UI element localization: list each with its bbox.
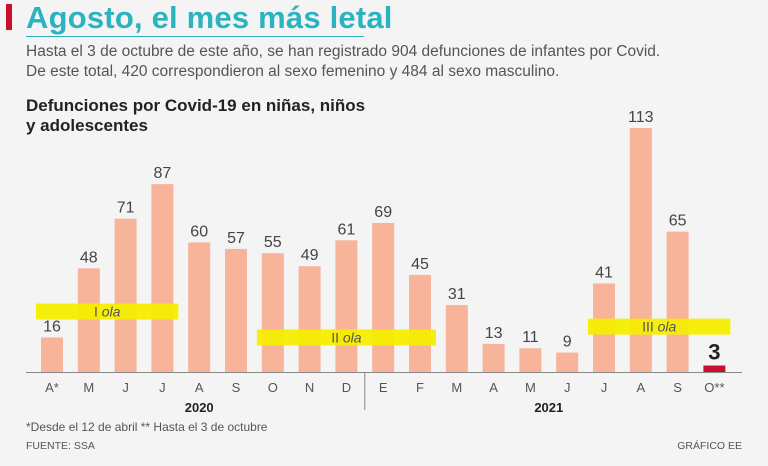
bar-16 [629, 128, 652, 372]
tick-label-17: S [673, 380, 682, 395]
wave-label-1: I ola [94, 304, 121, 320]
data-label-12: 13 [485, 325, 503, 342]
wave-label-word: ola [343, 329, 362, 345]
data-label-14: 9 [563, 334, 572, 351]
data-label-0: 16 [43, 318, 61, 335]
wave-band-2 [256, 329, 436, 346]
bar-0 [41, 337, 63, 372]
data-label-11: 31 [448, 286, 466, 303]
data-label-10: 45 [411, 256, 429, 273]
data-label-3: 87 [154, 165, 172, 182]
tick-label-0: A* [45, 380, 59, 395]
tick-label-4: A [195, 380, 204, 395]
tick-label-9: E [379, 380, 388, 395]
bar-6 [261, 253, 284, 372]
page-subtitle: Hasta el 3 de octubre de este año, se ha… [26, 42, 756, 82]
wave-label-2: II ola [331, 329, 362, 345]
wave-label-word: ola [658, 319, 677, 335]
tick-label-2: J [122, 380, 129, 395]
bar-10 [409, 274, 431, 372]
bar-2 [114, 218, 137, 372]
tick-label-16: A [636, 380, 645, 395]
page-title: Agosto, el mes más letal [26, 0, 393, 35]
footnote: *Desde el 12 de abril ** Hasta el 3 de o… [26, 420, 268, 434]
wave-label-word: ola [102, 304, 121, 320]
bar-3 [151, 184, 174, 372]
data-label-5: 57 [227, 230, 245, 247]
data-label-7: 49 [301, 247, 319, 264]
tick-label-8: D [342, 380, 351, 395]
data-label-17: 65 [669, 213, 687, 230]
bar-14 [556, 352, 579, 372]
data-label-16: 113 [628, 109, 654, 126]
bar-11 [445, 305, 468, 372]
data-label-18: 3 [708, 340, 720, 365]
tick-label-6: O [268, 380, 278, 395]
tick-label-3: J [159, 380, 166, 395]
bar-17 [666, 231, 689, 372]
tick-label-7: N [305, 380, 314, 395]
title-accent-bar [6, 4, 12, 30]
bar-7 [298, 266, 321, 372]
bar-18 [703, 365, 726, 372]
data-label-6: 55 [264, 234, 282, 251]
wave-band-3 [588, 318, 731, 335]
subtitle-line-1: Hasta el 3 de octubre de este año, se ha… [26, 43, 661, 60]
wave-label-prefix: II [331, 329, 343, 345]
bar-12 [482, 343, 505, 372]
tick-label-14: J [564, 380, 571, 395]
wave-label-3: III ola [642, 319, 676, 335]
year-label-2021: 2021 [534, 400, 563, 415]
tick-label-10: F [416, 380, 424, 395]
wave-label-prefix: III [642, 319, 658, 335]
data-label-15: 41 [595, 264, 613, 281]
tick-label-12: A [489, 380, 498, 395]
data-label-4: 60 [190, 223, 208, 240]
tick-label-5: S [232, 380, 241, 395]
chart-title-line-1: Defunciones por Covid-19 en niñas, niños [26, 96, 366, 115]
source-note: FUENTE: SSA [26, 440, 95, 452]
data-label-1: 48 [80, 249, 98, 266]
bar-5 [225, 248, 247, 372]
tick-label-11: M [451, 380, 462, 395]
chart-title-line-2: y adolescentes [26, 116, 148, 135]
bar-13 [519, 348, 542, 372]
data-label-9: 69 [374, 204, 392, 221]
wave-band-1 [36, 303, 179, 320]
wave-label-prefix: I [94, 304, 102, 320]
subtitle-line-2: De este total, 420 correspondieron al se… [26, 63, 560, 80]
data-label-13: 11 [522, 329, 539, 346]
bar-8 [335, 240, 358, 372]
graphic-credit: GRÁFICO EE [677, 440, 742, 452]
bar-4 [188, 242, 211, 372]
tick-label-18: O** [704, 380, 724, 395]
tick-label-13: M [525, 380, 536, 395]
bar-1 [77, 268, 100, 372]
tick-label-15: J [601, 380, 608, 395]
tick-label-1: M [83, 380, 94, 395]
title-underline [26, 36, 364, 37]
data-label-8: 61 [338, 221, 356, 238]
bar-9 [372, 223, 395, 372]
data-label-2: 71 [117, 200, 135, 217]
chart-title: Defunciones por Covid-19 en niñas, niños… [26, 96, 426, 136]
year-label-2020: 2020 [185, 400, 214, 415]
